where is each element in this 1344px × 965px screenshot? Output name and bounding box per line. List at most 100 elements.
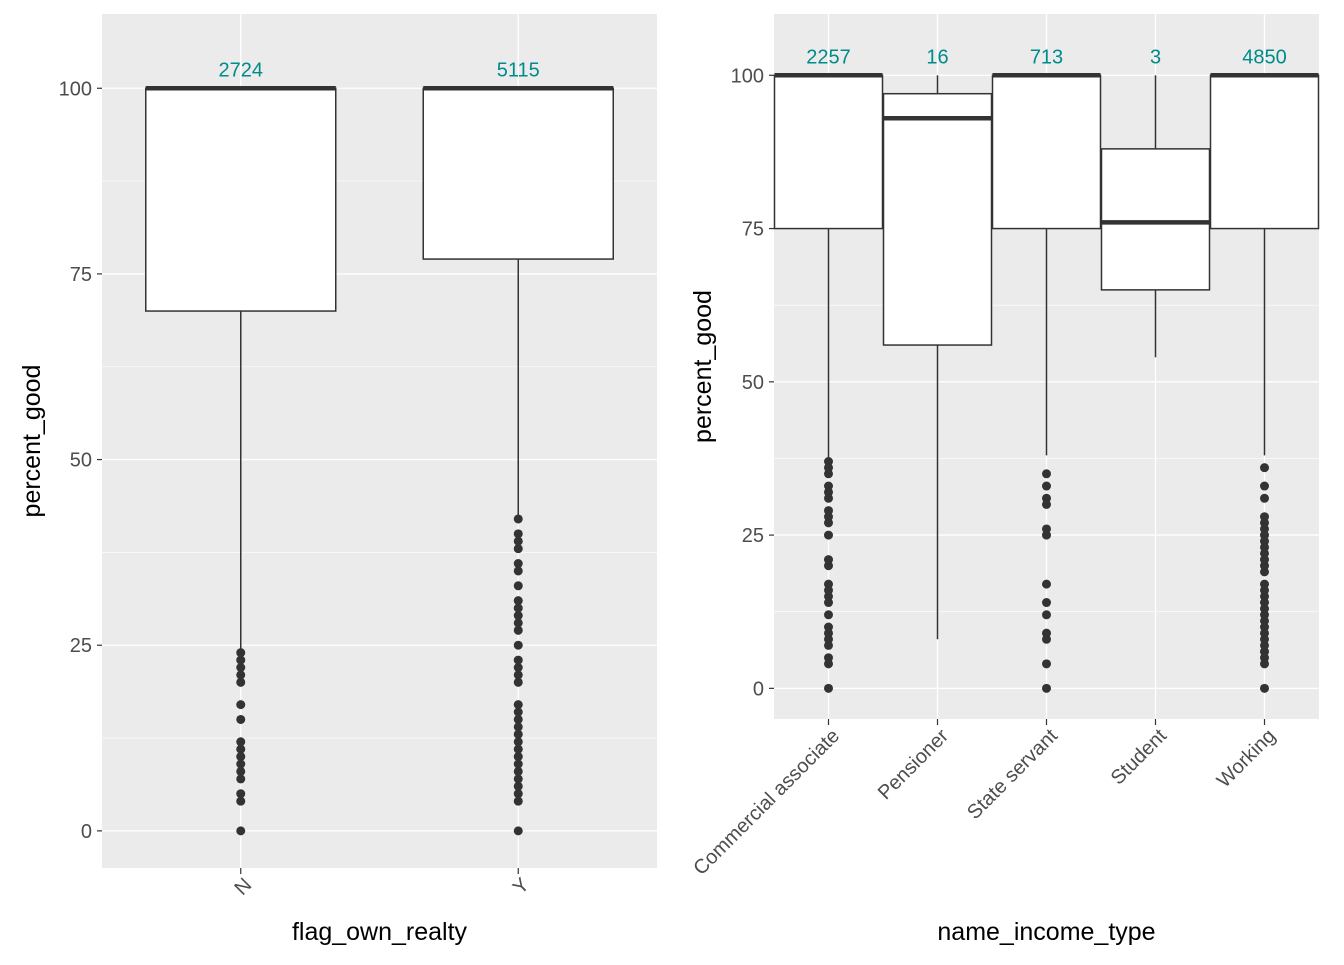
outlier-point — [1042, 610, 1051, 620]
outlier-point — [513, 714, 523, 724]
outlier-point — [236, 744, 246, 754]
box-rect — [1100, 148, 1211, 291]
y-tick-label: 0 — [753, 678, 764, 700]
outlier-point — [513, 529, 523, 539]
outlier-point — [1260, 683, 1269, 693]
count-label: 2257 — [806, 46, 851, 68]
outlier-point — [236, 700, 246, 710]
box-rect — [773, 74, 884, 230]
outlier-point — [513, 611, 523, 621]
outlier-point — [513, 625, 523, 635]
outlier-point — [513, 670, 523, 680]
outlier-point — [513, 536, 523, 546]
outlier-point — [513, 566, 523, 576]
outlier-point — [236, 737, 246, 747]
outlier-point — [236, 655, 246, 665]
outlier-point — [513, 559, 523, 569]
outlier-point — [1042, 524, 1051, 534]
outlier-point — [236, 789, 246, 799]
outlier-point — [513, 640, 523, 650]
y-tick-label: 50 — [742, 372, 764, 394]
box-rect — [422, 87, 614, 260]
outlier-point — [236, 648, 246, 658]
box-state-servant: 713 — [991, 46, 1102, 693]
outlier-point — [236, 677, 246, 687]
y-tick-label: 0 — [81, 821, 92, 843]
outlier-point — [236, 766, 246, 776]
outlier-point — [1042, 628, 1051, 638]
outlier-point — [513, 766, 523, 776]
outlier-point — [1042, 493, 1051, 503]
outlier-point — [1260, 512, 1269, 522]
panel-2: 0 25 50 75 100 2257 Commercial associate 16 Pens… — [689, 14, 1320, 946]
outlier-point — [824, 579, 833, 589]
outlier-point — [1260, 481, 1269, 491]
outlier-point — [236, 826, 246, 836]
outlier-point — [513, 700, 523, 710]
outlier-point — [236, 670, 246, 680]
y-tick-label: 100 — [731, 65, 764, 87]
outlier-point — [824, 653, 833, 663]
outlier-point — [513, 596, 523, 606]
count-label: 4850 — [1242, 46, 1287, 68]
y-tick-label: 25 — [70, 635, 92, 657]
y-axis-title: percent_good — [689, 290, 717, 443]
outlier-point — [824, 530, 833, 540]
box-rect — [882, 92, 993, 346]
outlier-point — [1042, 659, 1051, 669]
x-tick-label: Pensioner — [874, 725, 953, 804]
outlier-point — [513, 796, 523, 806]
outlier-point — [513, 752, 523, 762]
outlier-point — [236, 662, 246, 672]
outlier-point — [236, 796, 246, 806]
outlier-point — [824, 610, 833, 620]
outlier-point — [236, 759, 246, 769]
outlier-point — [513, 722, 523, 732]
outlier-point — [824, 555, 833, 565]
x-tick-label: Student — [1107, 725, 1172, 790]
box-student: 3 — [1100, 46, 1211, 358]
outlier-point — [513, 729, 523, 739]
box-rect — [991, 74, 1102, 230]
outlier-point — [513, 774, 523, 784]
x-axis-title: flag_own_realty — [292, 918, 468, 946]
outlier-point — [513, 544, 523, 554]
outlier-point — [824, 622, 833, 632]
count-label: 713 — [1030, 46, 1063, 68]
outlier-point — [1260, 579, 1269, 589]
y-tick-label: 100 — [59, 78, 92, 100]
outlier-point — [1260, 463, 1269, 473]
x-tick-label: State servant — [963, 725, 1062, 824]
count-label: 5115 — [497, 59, 540, 81]
box-commercial-associate: 2257 — [773, 46, 884, 693]
outlier-point — [1260, 493, 1269, 503]
outlier-point — [513, 707, 523, 717]
outlier-point — [513, 655, 523, 665]
outlier-point — [824, 683, 833, 693]
outlier-point — [513, 789, 523, 799]
box-rect — [145, 87, 337, 312]
outlier-point — [236, 774, 246, 784]
x-tick-label: Commercial associate — [689, 725, 844, 880]
box-working: 4850 — [1209, 46, 1320, 693]
outlier-point — [1042, 469, 1051, 479]
box-rect — [1209, 74, 1320, 230]
y-tick-label: 25 — [742, 525, 764, 547]
y-tick-label: 50 — [70, 450, 92, 472]
outlier-point — [513, 603, 523, 613]
outlier-point — [513, 744, 523, 754]
outlier-point — [513, 826, 523, 836]
outlier-point — [236, 714, 246, 724]
outlier-point — [513, 759, 523, 769]
outlier-point — [824, 506, 833, 516]
outlier-point — [513, 737, 523, 747]
y-tick-label: 75 — [742, 219, 764, 241]
outlier-point — [1042, 598, 1051, 608]
outlier-point — [1042, 579, 1051, 589]
outlier-point — [1042, 683, 1051, 693]
outlier-point — [236, 752, 246, 762]
box-n: 2724 — [145, 59, 337, 836]
